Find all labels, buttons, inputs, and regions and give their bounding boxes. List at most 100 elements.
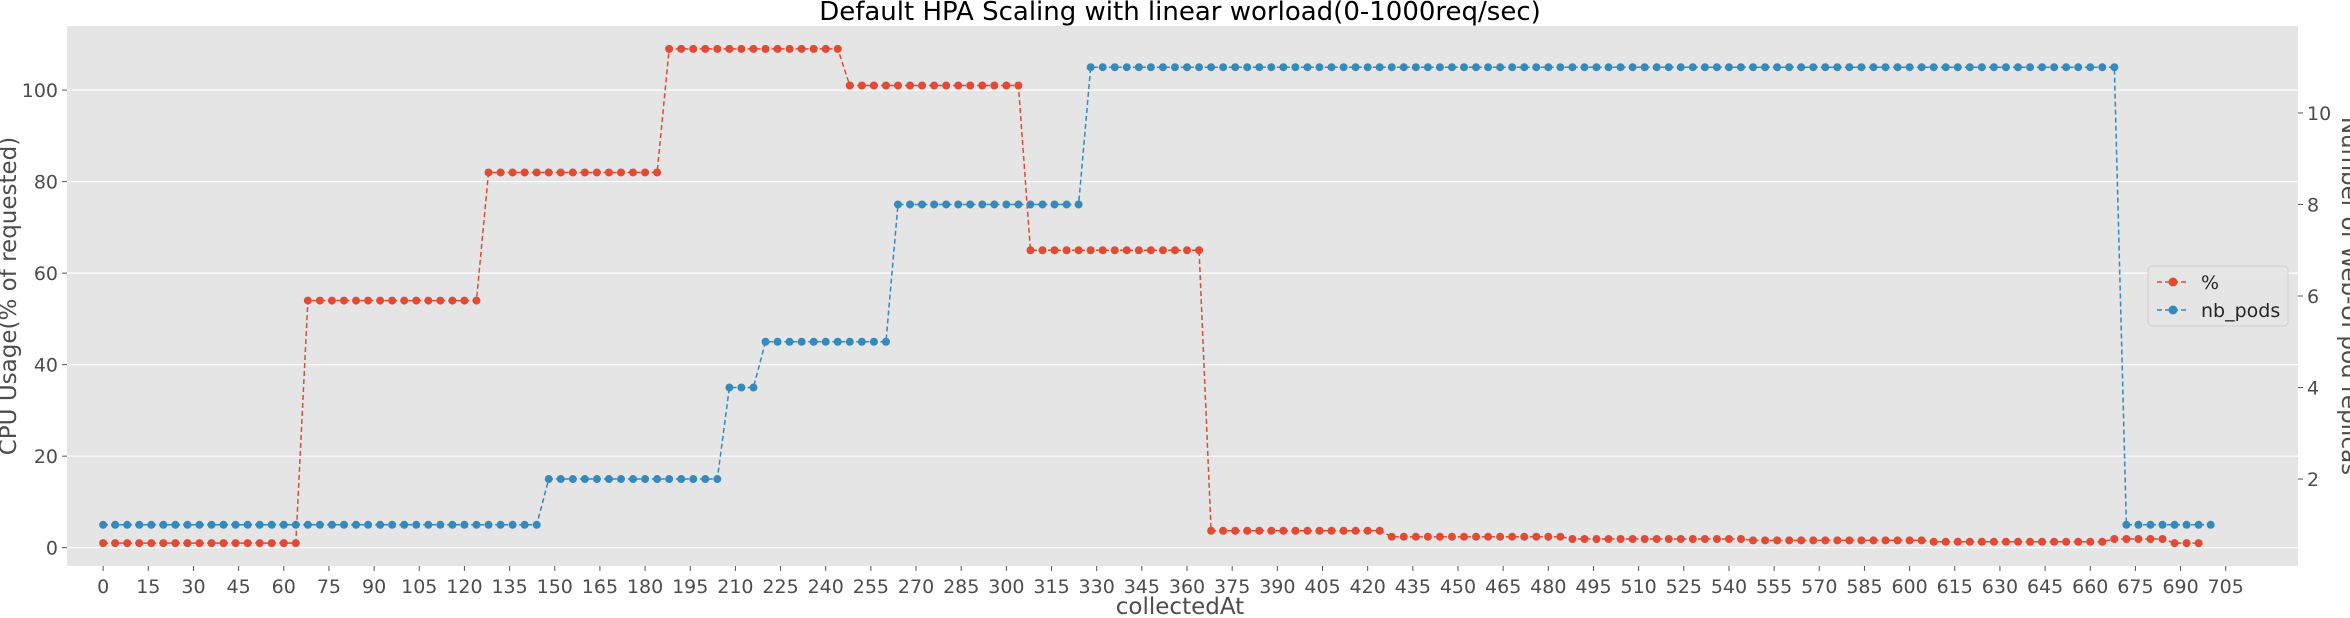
data-point (641, 168, 650, 177)
data-point (616, 475, 625, 484)
data-point (219, 539, 228, 548)
data-point (1050, 246, 1059, 255)
data-point (701, 44, 710, 53)
data-point (315, 296, 324, 305)
data-point (1219, 63, 1228, 72)
data-point (1821, 536, 1830, 545)
x-tick-label: 330 (1079, 576, 1115, 598)
data-point (1628, 63, 1637, 72)
data-point (123, 520, 132, 529)
x-tick-label: 60 (272, 576, 296, 598)
data-point (1399, 532, 1408, 541)
data-point (2074, 537, 2083, 546)
data-point (1086, 246, 1095, 255)
data-point (845, 337, 854, 346)
data-point (1074, 246, 1083, 255)
x-tick-label: 120 (446, 576, 482, 598)
y-axis-label-left: CPU Usage(% of requested) (0, 137, 22, 456)
data-point (580, 475, 589, 484)
data-point (1207, 526, 1216, 535)
data-point (1905, 63, 1914, 72)
data-point (303, 520, 312, 529)
data-point (1363, 526, 1372, 535)
data-point (1460, 532, 1469, 541)
x-tick-label: 360 (1169, 576, 1205, 598)
data-point (1062, 200, 1071, 209)
data-point (1496, 532, 1505, 541)
data-point (677, 44, 686, 53)
data-point (1809, 63, 1818, 72)
x-tick-label: 495 (1575, 576, 1611, 598)
x-tick-label: 480 (1530, 576, 1566, 598)
data-point (1026, 200, 1035, 209)
data-point (255, 539, 264, 548)
data-point (2050, 63, 2059, 72)
data-point (159, 539, 168, 548)
data-point (1664, 63, 1673, 72)
data-point (966, 81, 975, 90)
data-point (1447, 532, 1456, 541)
plot-background (67, 26, 2298, 566)
data-point (833, 44, 842, 53)
data-point (1989, 63, 1998, 72)
data-point (1953, 63, 1962, 72)
x-tick-label: 510 (1621, 576, 1657, 598)
data-point (592, 168, 601, 177)
data-point (2146, 535, 2155, 543)
data-point (1496, 63, 1505, 72)
data-point (990, 81, 999, 90)
data-point (1965, 63, 1974, 72)
data-point (1484, 63, 1493, 72)
data-point (376, 520, 385, 529)
data-point (930, 200, 939, 209)
data-point (400, 296, 409, 305)
data-point (701, 475, 710, 484)
data-point (1050, 200, 1059, 209)
data-point (1532, 532, 1541, 541)
data-point (1749, 536, 1758, 545)
data-point (364, 520, 373, 529)
data-point (1002, 81, 1011, 90)
data-point (171, 520, 180, 529)
data-point (2014, 537, 2022, 546)
data-point (1580, 535, 1589, 543)
data-point (1520, 532, 1529, 541)
data-point (412, 296, 421, 305)
chart-title: Default HPA Scaling with linear worload(… (819, 0, 1541, 27)
data-point (1267, 526, 1276, 535)
data-point (424, 520, 433, 529)
data-point (1339, 526, 1348, 535)
x-tick-label: 405 (1304, 576, 1340, 598)
data-point (1327, 63, 1336, 72)
data-point (1170, 246, 1179, 255)
data-point (1941, 537, 1950, 546)
data-point (1929, 537, 1938, 546)
x-tick-label: 300 (988, 576, 1024, 598)
x-tick-label: 105 (401, 576, 437, 598)
data-point (1038, 246, 1047, 255)
x-tick-label: 570 (1801, 576, 1837, 598)
data-point (2086, 537, 2095, 546)
legend-marker-cpu (2168, 277, 2178, 287)
data-point (1700, 535, 1709, 543)
data-point (845, 81, 854, 90)
data-point (532, 168, 541, 177)
data-point (1158, 246, 1167, 255)
data-point (1484, 532, 1493, 541)
data-point (2170, 539, 2179, 548)
x-tick-label: 585 (1846, 576, 1882, 598)
data-point (207, 520, 216, 529)
data-point (653, 475, 662, 484)
data-point (2098, 63, 2107, 72)
data-point (291, 520, 300, 529)
data-point (978, 200, 987, 209)
data-point (773, 44, 782, 53)
data-point (1423, 532, 1432, 541)
data-point (2001, 63, 2010, 72)
data-point (2074, 63, 2083, 72)
data-point (1724, 63, 1733, 72)
y-axis-label-right: Number of Web-UI pod replicas (2336, 117, 2350, 475)
data-point (737, 44, 746, 53)
left-tick-label: 100 (22, 80, 58, 102)
data-point (1580, 63, 1589, 72)
